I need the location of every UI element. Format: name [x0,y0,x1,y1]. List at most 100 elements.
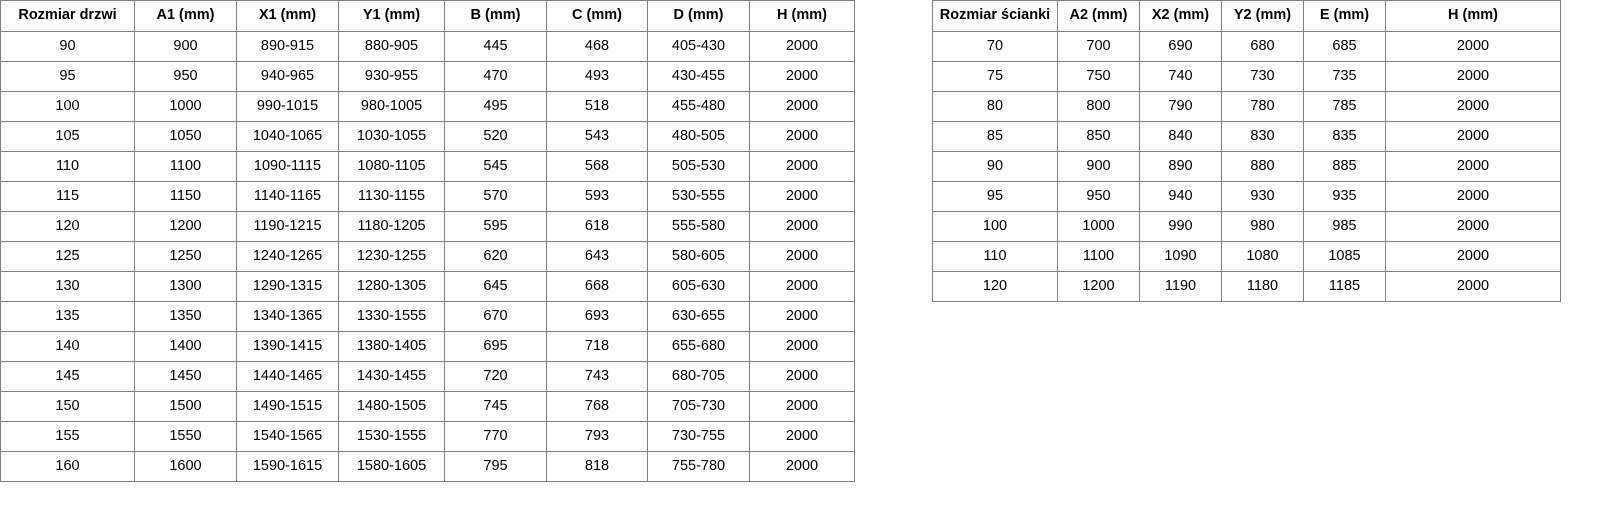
door-cell: 568 [546,151,648,182]
door-cell: 620 [444,241,547,272]
door-cell: 1440-1465 [236,361,339,392]
door-cell: 530-555 [647,181,750,212]
door-cell: 1050 [134,121,237,152]
door-cell: 2000 [749,91,855,122]
door-cell: 1550 [134,421,237,452]
door-cell: 2000 [749,121,855,152]
door-cell: 90 [0,31,135,62]
door-cell: 645 [444,271,547,302]
door-cell: 115 [0,181,135,212]
door-cell: 1280-1305 [338,271,445,302]
table-row: 95 950 940-965 930-955 470 493 430-455 2000 [0,61,855,92]
door-column-header-5: C (mm) [546,0,648,32]
door-cell: 718 [546,331,648,362]
door-cell: 2000 [749,451,855,482]
wall-cell: 935 [1303,181,1386,212]
wall-cell: 2000 [1385,241,1561,272]
table-row: 105 1050 1040-1065 1030-1055 520 543 480-505 20… [0,121,855,152]
wall-cell: 95 [932,181,1058,212]
door-column-header-7: H (mm) [749,0,855,32]
door-cell: 1300 [134,271,237,302]
door-cell: 110 [0,151,135,182]
door-cell: 1030-1055 [338,121,445,152]
door-cell: 1480-1505 [338,391,445,422]
door-cell: 595 [444,211,547,242]
door-cell: 543 [546,121,648,152]
door-cell: 1600 [134,451,237,482]
door-cell: 445 [444,31,547,62]
door-column-header-0: Rozmiar drzwi [0,0,135,32]
door-cell: 1540-1565 [236,421,339,452]
wall-cell: 2000 [1385,181,1561,212]
door-cell: 1380-1405 [338,331,445,362]
door-cell: 1500 [134,391,237,422]
wall-cell: 1090 [1139,241,1222,272]
door-cell: 1340-1365 [236,301,339,332]
door-cell: 430-455 [647,61,750,92]
door-table-header: Rozmiar drzwi A1 (mm) X1 (mm) Y1 (mm) B (mm)… [0,0,855,32]
wall-cell: 1185 [1303,271,1386,302]
door-cell: 2000 [749,421,855,452]
door-cell: 480-505 [647,121,750,152]
wall-cell: 2000 [1385,271,1561,302]
wall-cell: 730 [1221,61,1304,92]
wall-cell: 680 [1221,31,1304,62]
table-row: 130 1300 1290-1315 1280-1305 645 668 605-630 20… [0,271,855,302]
door-cell: 705-730 [647,391,750,422]
door-table-body: 90 900 890-915 880-905 445 468 405-430 2000 95 95… [0,31,855,482]
door-cell: 618 [546,211,648,242]
wall-column-header-3: Y2 (mm) [1221,0,1304,32]
door-cell: 468 [546,31,648,62]
wall-cell: 1100 [1057,241,1140,272]
door-cell: 743 [546,361,648,392]
wall-cell: 1085 [1303,241,1386,272]
table-row: 80 800 790 780 785 2000 [932,91,1561,122]
door-cell: 1230-1255 [338,241,445,272]
door-cell: 593 [546,181,648,212]
wall-cell: 790 [1139,91,1222,122]
wall-cell: 90 [932,151,1058,182]
wall-cell: 120 [932,271,1058,302]
table-row: 120 1200 1190 1180 1185 2000 [932,271,1561,302]
door-cell: 570 [444,181,547,212]
door-cell: 768 [546,391,648,422]
table-row: 115 1150 1140-1165 1130-1155 570 593 530-555 20… [0,181,855,212]
table-header-row: Rozmiar drzwi A1 (mm) X1 (mm) Y1 (mm) B (mm)… [0,0,855,32]
door-cell: 880-905 [338,31,445,62]
wall-cell: 785 [1303,91,1386,122]
table-row: 140 1400 1390-1415 1380-1405 695 718 655-680 20… [0,331,855,362]
table-row: 150 1500 1490-1515 1480-1505 745 768 705-730 20… [0,391,855,422]
wall-cell: 950 [1057,181,1140,212]
door-cell: 505-530 [647,151,750,182]
wall-cell: 930 [1221,181,1304,212]
door-cell: 630-655 [647,301,750,332]
door-cell: 1080-1105 [338,151,445,182]
wall-cell: 840 [1139,121,1222,152]
wall-panel-size-table: Rozmiar ścianki A2 (mm) X2 (mm) Y2 (mm) E (m… [932,0,1561,302]
wall-cell: 885 [1303,151,1386,182]
wall-table-header: Rozmiar ścianki A2 (mm) X2 (mm) Y2 (mm) E (m… [932,0,1561,32]
wall-cell: 1000 [1057,211,1140,242]
wall-table-body: 70 700 690 680 685 2000 75 750 740 730 735 2000 80 80… [932,31,1561,302]
door-cell: 2000 [749,61,855,92]
door-cell: 745 [444,391,547,422]
door-cell: 2000 [749,271,855,302]
door-cell: 1580-1605 [338,451,445,482]
door-cell: 818 [546,451,648,482]
wall-cell: 735 [1303,61,1386,92]
door-cell: 405-430 [647,31,750,62]
wall-cell: 1190 [1139,271,1222,302]
door-cell: 470 [444,61,547,92]
door-size-table: Rozmiar drzwi A1 (mm) X1 (mm) Y1 (mm) B (mm)… [0,0,855,482]
table-row: 85 850 840 830 835 2000 [932,121,1561,152]
door-cell: 1130-1155 [338,181,445,212]
wall-cell: 900 [1057,151,1140,182]
table-row: 155 1550 1540-1565 1530-1555 770 793 730-755 20… [0,421,855,452]
door-cell: 1430-1455 [338,361,445,392]
door-cell: 135 [0,301,135,332]
table-row: 70 700 690 680 685 2000 [932,31,1561,62]
door-cell: 1350 [134,301,237,332]
door-cell: 950 [134,61,237,92]
door-cell: 2000 [749,151,855,182]
